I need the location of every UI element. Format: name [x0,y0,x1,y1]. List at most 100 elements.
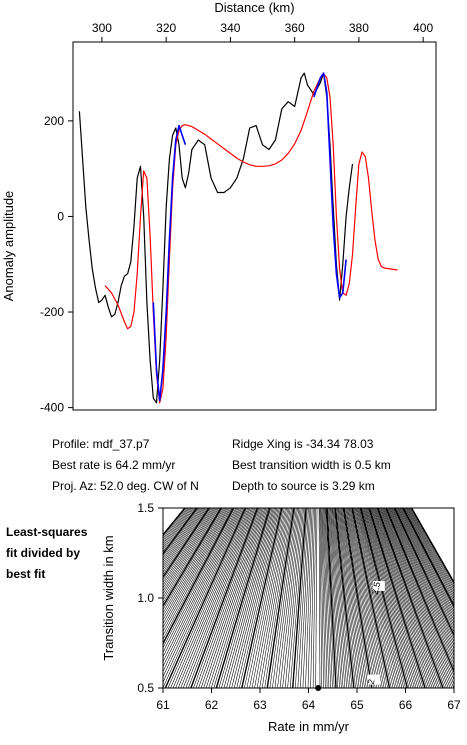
contour-line [228,508,277,688]
contour-line [244,508,284,688]
contour-line [381,508,453,688]
contour-line [177,508,252,688]
contour-line [163,508,196,553]
contour-line [239,508,281,688]
contour-line [409,508,454,588]
contour-line [163,508,211,581]
profile-y-tick-label: 200 [44,114,64,128]
contour-line [170,508,249,688]
contour-line [322,508,328,688]
contour-line [328,508,340,688]
contour-line [403,508,454,605]
contour-line [172,508,250,688]
contour-line [211,508,268,688]
contour-label: 2.5 [369,581,382,596]
contour-line [345,508,378,688]
contour-line [334,508,355,688]
contour-line [341,508,369,688]
depth-to-source: Depth to source is 3.29 km [232,479,375,493]
contour-line [163,508,204,566]
contour-line [163,508,194,549]
contour-line [163,508,213,586]
contour-line [231,508,278,688]
contour-line [335,508,356,688]
contour-line [163,508,233,641]
contour-line [372,508,433,688]
contour-line [320,508,324,688]
contour-lines [163,508,454,688]
contour-line [393,508,454,640]
contour-line [163,508,215,589]
profile-series [78,72,398,404]
contour-line [193,508,260,688]
contour-line [350,508,387,688]
contour-line [163,508,223,611]
contour-line [272,508,297,688]
contour-note-line-2: fit divided by [6,546,81,560]
contour-line [385,508,454,674]
contour-line [334,508,353,688]
contour-line [356,508,399,688]
contour-line [380,508,451,688]
contour-line [163,508,237,653]
contour-line [182,508,255,688]
contour-line [163,508,198,556]
contour-line [163,508,207,573]
contour-line [163,508,193,547]
contour-line [379,508,449,688]
contour-y-tick-label: 0.5 [137,681,154,695]
profile-x-tick-label: 320 [156,21,176,35]
contour-line [310,508,315,688]
profile-x-axis-label: Distance (km) [214,0,294,15]
contour-line [354,508,396,688]
contour-line [402,508,454,608]
contour-line [221,508,273,688]
contour-line [346,508,380,688]
contour-note-line-3: best fit [6,567,46,581]
contour-line [241,508,283,688]
profile-name: Profile: mdf_37.p7 [52,437,150,451]
contour-line [163,508,201,561]
contour-x-tick-label: 63 [253,698,267,712]
contour-line [163,508,224,614]
contour-line [163,508,218,598]
contour-line [167,508,247,688]
contour-line [362,508,413,688]
contour-line [305,508,313,688]
contour-line [315,508,318,688]
contour-line [163,508,238,658]
contour-line [163,508,245,688]
contour-line [195,508,261,688]
contour-line [376,508,444,688]
contour-line [404,508,454,602]
contour-line [388,508,454,661]
contour-line [361,508,410,688]
contour-y-tick-label: 1.0 [137,591,154,605]
contour-line [266,508,295,688]
contour-chart: 61 62 63 64 65 66 670.51.01.5 2.52 Rate in mm/… [101,501,461,734]
contour-line [359,508,406,688]
contour-line [163,508,227,621]
contour-labels: 2.52 [366,581,385,686]
contour-line [364,508,417,688]
contour-line [163,508,189,541]
contour-x-tick-label: 61 [156,698,170,712]
contour-line [198,508,262,688]
contour-line [390,508,454,650]
contour-line [396,508,454,627]
contour-line [259,508,291,688]
contour-line [355,508,397,688]
contour-line [163,508,222,608]
contour-line [163,508,217,595]
contour-line [408,508,454,590]
contour-line [373,508,435,688]
contour-line [163,508,235,649]
contour-line [324,508,333,688]
contour-line [295,508,308,688]
contour-line [163,508,220,601]
contour-line [318,508,321,688]
contour-line [163,508,195,551]
series-model [104,73,398,404]
contour-line [233,508,279,688]
